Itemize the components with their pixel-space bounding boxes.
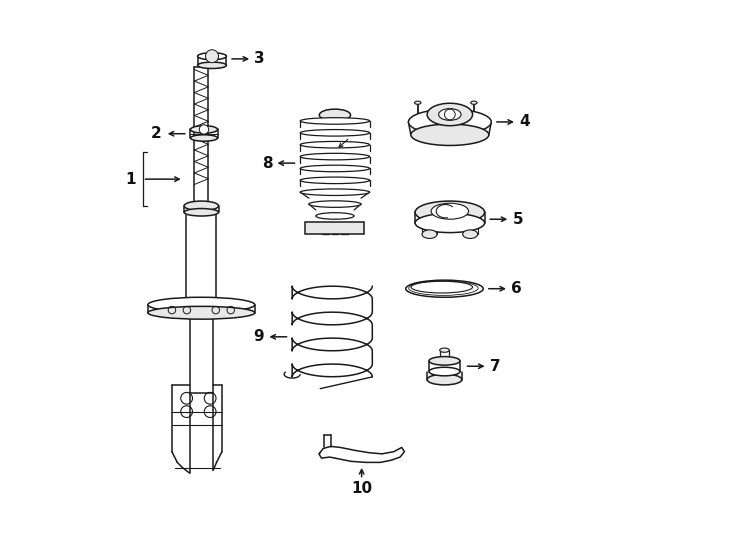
Ellipse shape (186, 309, 217, 316)
Ellipse shape (300, 130, 370, 136)
Ellipse shape (429, 367, 460, 376)
Circle shape (200, 125, 208, 134)
Ellipse shape (429, 356, 460, 365)
Ellipse shape (300, 177, 370, 184)
Ellipse shape (415, 213, 484, 233)
Text: 3: 3 (254, 51, 265, 66)
Text: 2: 2 (150, 126, 161, 141)
Ellipse shape (406, 280, 483, 297)
Ellipse shape (197, 62, 227, 69)
Ellipse shape (462, 230, 478, 239)
Ellipse shape (184, 208, 219, 216)
Ellipse shape (408, 109, 491, 135)
Text: 5: 5 (512, 212, 523, 227)
Circle shape (206, 50, 219, 63)
Ellipse shape (422, 230, 437, 239)
Ellipse shape (300, 141, 370, 148)
Ellipse shape (415, 201, 484, 224)
Text: 7: 7 (490, 359, 501, 374)
Ellipse shape (148, 297, 255, 312)
Ellipse shape (470, 101, 477, 104)
Ellipse shape (415, 101, 421, 104)
Ellipse shape (319, 109, 351, 121)
Ellipse shape (427, 374, 462, 385)
Text: 10: 10 (351, 481, 372, 496)
Ellipse shape (300, 153, 370, 160)
Ellipse shape (300, 189, 370, 195)
FancyBboxPatch shape (305, 222, 365, 234)
Ellipse shape (427, 103, 473, 126)
Ellipse shape (440, 348, 449, 352)
Ellipse shape (411, 124, 489, 145)
Ellipse shape (431, 203, 468, 219)
Ellipse shape (300, 165, 370, 172)
Ellipse shape (190, 135, 217, 141)
Ellipse shape (300, 118, 370, 124)
Ellipse shape (190, 126, 217, 133)
Ellipse shape (184, 201, 219, 211)
Text: 9: 9 (254, 329, 264, 345)
Text: 8: 8 (262, 156, 272, 171)
Text: 1: 1 (126, 172, 136, 187)
Text: 4: 4 (519, 114, 530, 130)
Ellipse shape (148, 306, 255, 319)
Ellipse shape (309, 201, 361, 207)
Text: 6: 6 (511, 281, 522, 296)
Ellipse shape (316, 213, 354, 219)
Ellipse shape (197, 53, 227, 60)
Ellipse shape (439, 109, 461, 120)
